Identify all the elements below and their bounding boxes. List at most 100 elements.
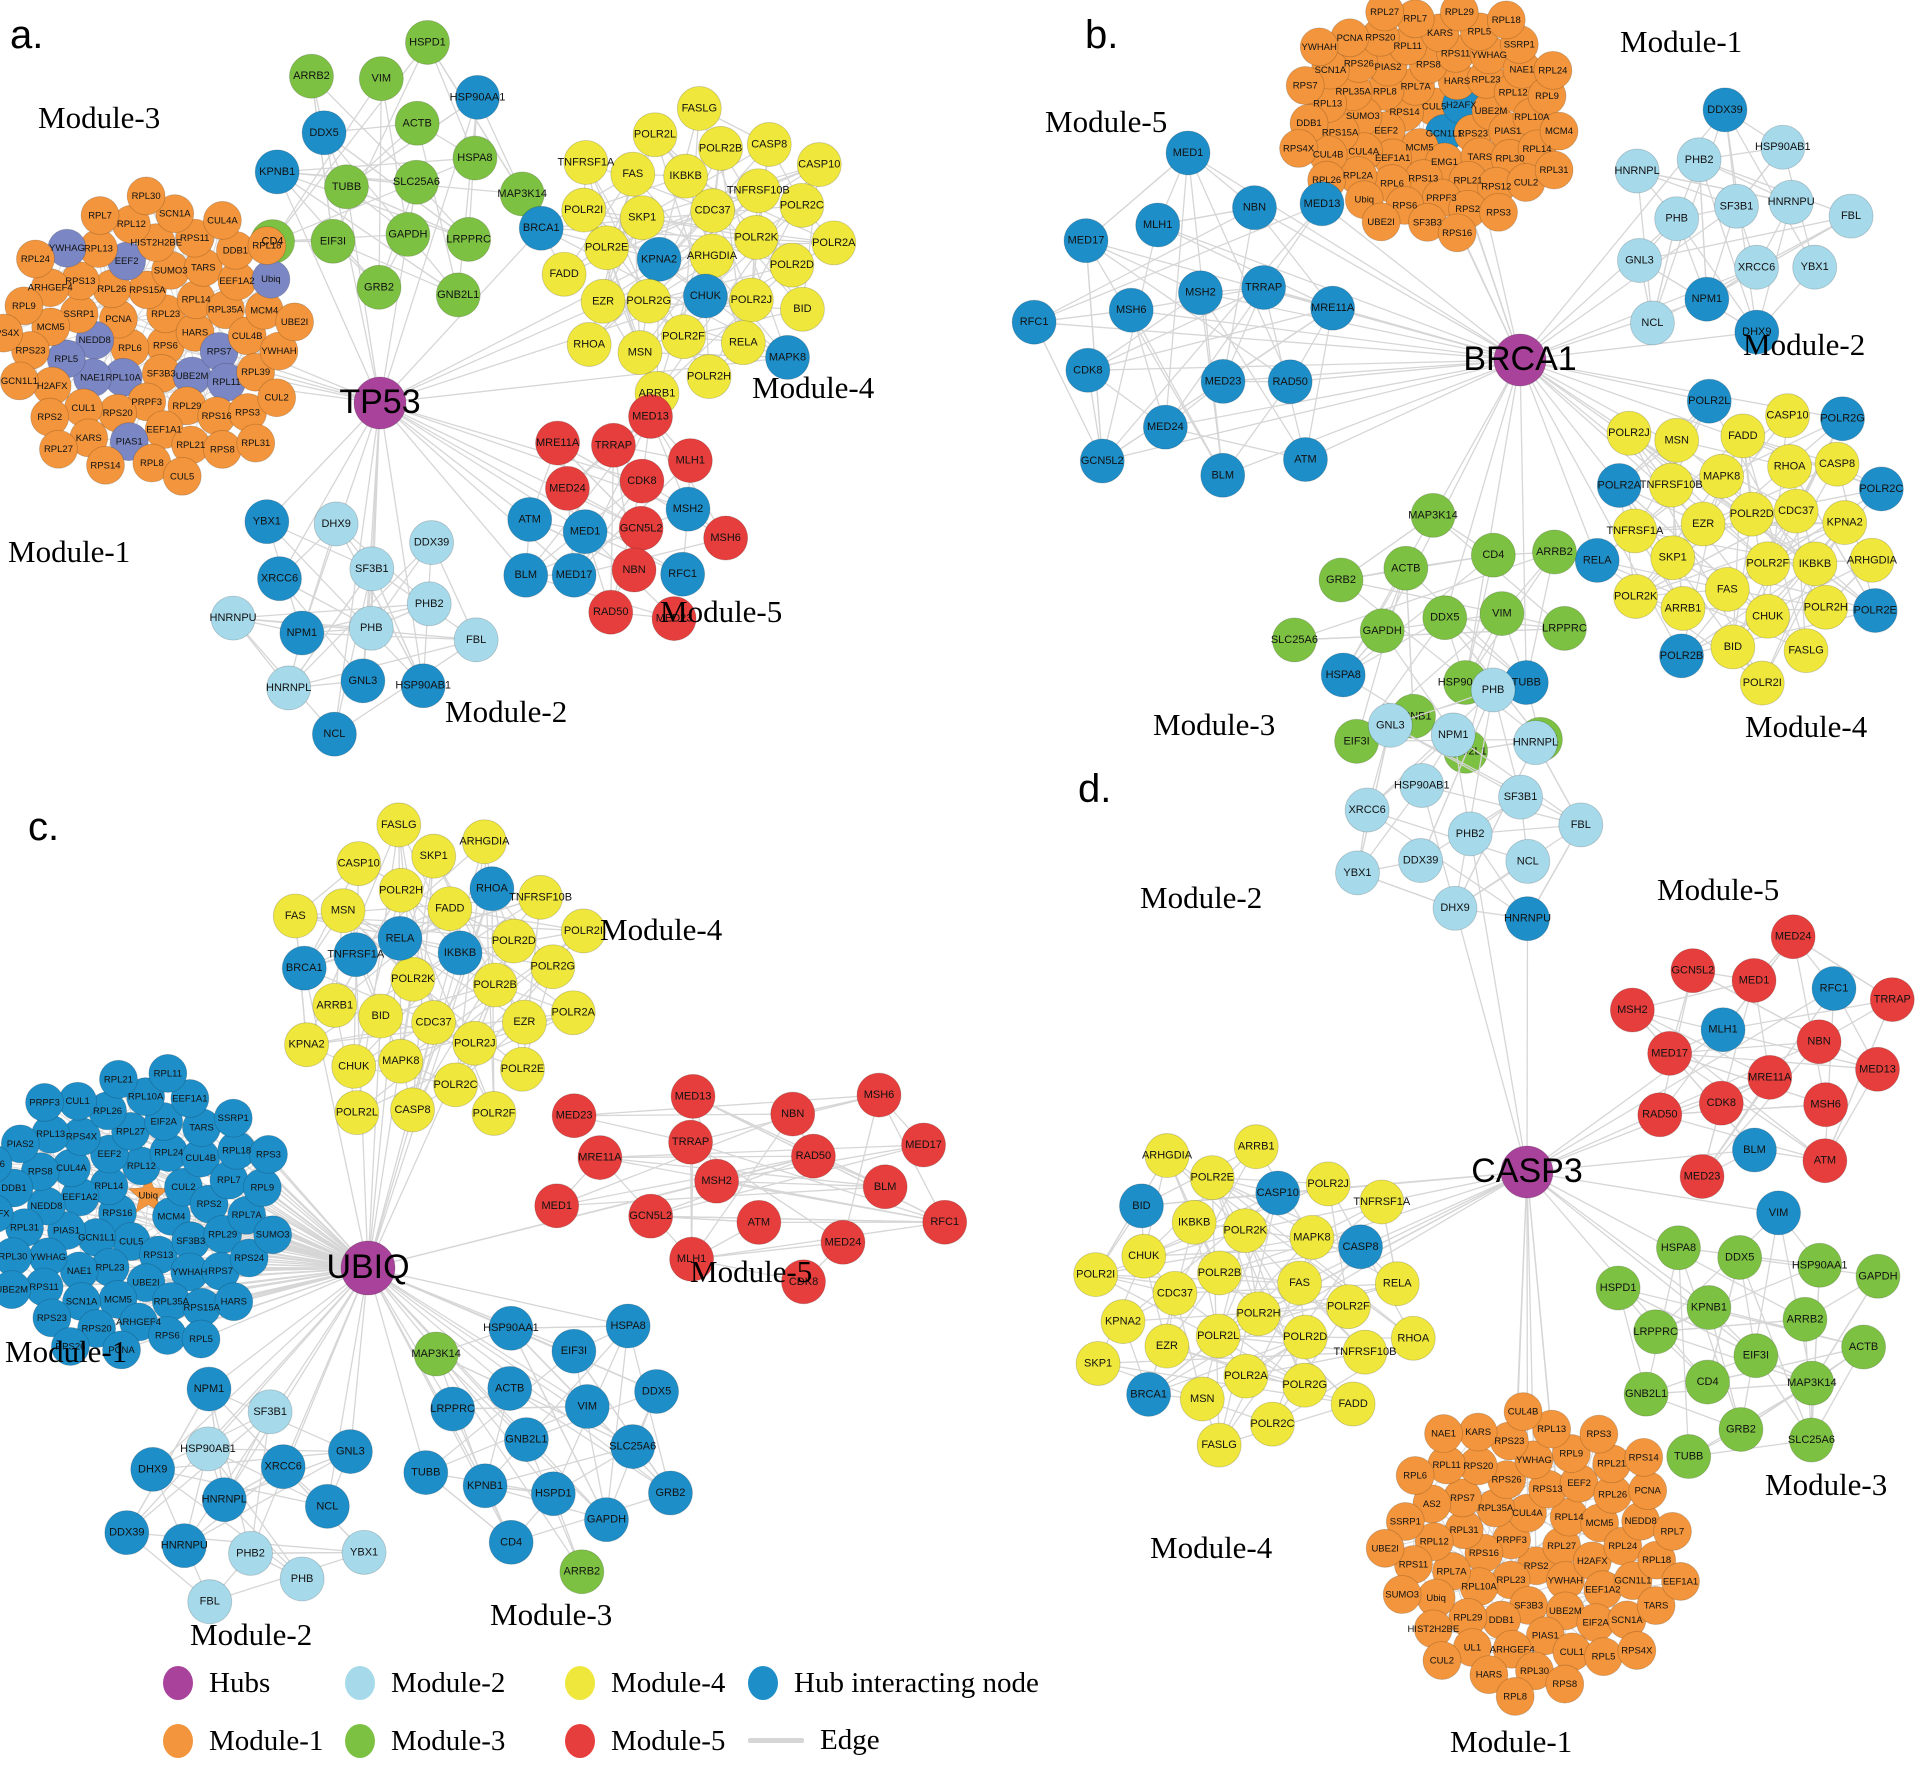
- node-label: RHOA: [1774, 460, 1806, 472]
- node-RPL27: [1365, 0, 1405, 32]
- node-label: EZR: [1692, 518, 1714, 530]
- node-GCN5L2: [628, 1193, 674, 1239]
- edge: [574, 1094, 880, 1117]
- node-label: POLR2H: [687, 371, 731, 383]
- node-TUBB: [403, 1450, 449, 1495]
- node-label: RPL6: [1380, 179, 1404, 190]
- node-label: GRB2: [655, 1487, 685, 1499]
- node-PCNA: [102, 1330, 141, 1370]
- node-ATM: [1283, 437, 1328, 482]
- node-RFC1: [922, 1199, 968, 1245]
- node-label: SKP1: [1084, 1357, 1112, 1369]
- edge: [509, 1387, 671, 1494]
- edge: [691, 1241, 844, 1260]
- node-label: MSH6: [1116, 304, 1147, 316]
- hub-edge: [379, 402, 643, 482]
- node-HNRNPU: [210, 595, 256, 641]
- node-label: RHOA: [573, 338, 605, 350]
- edge: [1087, 292, 1201, 371]
- module-caption: Module-2: [445, 694, 567, 729]
- node-label: MSH2: [1185, 287, 1216, 299]
- node-label: SSRP1: [1504, 39, 1535, 50]
- panel-letter: b.: [1085, 13, 1118, 57]
- node-label: RPS16: [202, 411, 232, 422]
- node-label: RPL7: [217, 1175, 241, 1186]
- node-label: SF3B3: [1413, 217, 1442, 228]
- node-label: MRE11A: [1311, 302, 1355, 314]
- node-label: RAD50: [1272, 376, 1307, 388]
- node-label: RPL30: [1520, 1666, 1549, 1677]
- node-label: CUL2: [1430, 1655, 1454, 1666]
- node-label: GNL3: [1376, 719, 1405, 731]
- node-label: KPNA2: [641, 253, 677, 265]
- hub-edge: [1222, 359, 1521, 476]
- hub-edge: [379, 402, 424, 686]
- node-label: RPL26: [97, 284, 126, 295]
- node-label: DHX9: [138, 1463, 167, 1475]
- node-MAPK8: [1699, 453, 1745, 499]
- node-label: POLR2C: [1859, 483, 1903, 495]
- node-label: CDK8: [1073, 364, 1102, 376]
- node-TNFRSF1A: [563, 140, 609, 185]
- node-label: DDX5: [309, 127, 338, 139]
- node-label: RPS14: [1390, 107, 1420, 118]
- node-HSPD1: [405, 20, 450, 65]
- node-label: TRRAP: [595, 439, 632, 451]
- node-KPNA2: [636, 236, 682, 282]
- node-label: RPL27: [1547, 1541, 1576, 1552]
- node-label: MCM4: [157, 1211, 185, 1222]
- node-label: ACTB: [1849, 1341, 1878, 1353]
- node-label: NBN: [1807, 1036, 1830, 1048]
- node-label: MED17: [1651, 1047, 1688, 1059]
- edge: [1085, 152, 1189, 242]
- module-caption: Module-3: [490, 1597, 612, 1632]
- node-RPS23: [32, 1298, 72, 1338]
- module-caption: Module-2: [1743, 327, 1865, 362]
- node-label: YBX1: [1343, 867, 1371, 879]
- node-LRPPRC: [430, 1386, 476, 1432]
- node-label: RPL14: [1522, 144, 1551, 155]
- node-POLR2D: [1729, 491, 1775, 537]
- node-label: UBE2I: [1371, 1543, 1398, 1554]
- node-label: CDK8: [627, 475, 656, 487]
- module-caption: Module-5: [660, 594, 782, 629]
- node-label: GCN5L2: [629, 1210, 672, 1222]
- node-label: MRE11A: [578, 1152, 622, 1164]
- node-label: RPS2: [1524, 1561, 1549, 1572]
- hub-edge: [1519, 359, 1598, 561]
- node-label: FADD: [1338, 1398, 1367, 1410]
- node-SSRP1: [213, 1098, 253, 1138]
- node-label: ATM: [1294, 453, 1316, 465]
- node-label: MED13: [1304, 198, 1341, 210]
- node-MED24: [1142, 404, 1188, 450]
- node-TRRAP: [668, 1119, 713, 1165]
- node-RHOA: [469, 866, 515, 912]
- node-label: HNRNPL: [266, 682, 311, 694]
- node-TRRAP: [591, 422, 636, 468]
- node-label: LRPPRC: [1542, 622, 1587, 634]
- node-label: RPS6: [153, 340, 178, 351]
- node-POLR2L: [1686, 378, 1732, 424]
- node-CHUK: [331, 1043, 377, 1089]
- node-DHX9: [1734, 309, 1780, 355]
- node-label: PCNA: [108, 1345, 135, 1356]
- node-RPS14: [86, 445, 125, 485]
- node-label: FADD: [435, 903, 464, 915]
- node-RPL31: [1534, 150, 1574, 190]
- node-label: CASP10: [798, 159, 840, 171]
- node-label: DDX5: [642, 1385, 671, 1397]
- node-RPL29: [1439, 0, 1479, 32]
- node-CASP10: [336, 841, 382, 887]
- node-label: GCN1L1: [1615, 1576, 1652, 1587]
- node-CD4: [1470, 532, 1516, 578]
- hub-edge: [1519, 298, 1708, 361]
- edge: [1724, 109, 1816, 268]
- edge: [1219, 1246, 1361, 1274]
- node-label: CASP8: [1343, 1241, 1379, 1253]
- node-label: POLR2E: [1853, 604, 1896, 616]
- node-label: MAP3K14: [411, 1348, 461, 1360]
- edge: [1701, 980, 1755, 1177]
- node-label: NBN: [1243, 202, 1266, 214]
- hub-edge: [1321, 203, 1521, 361]
- node-CDC37: [1773, 488, 1819, 534]
